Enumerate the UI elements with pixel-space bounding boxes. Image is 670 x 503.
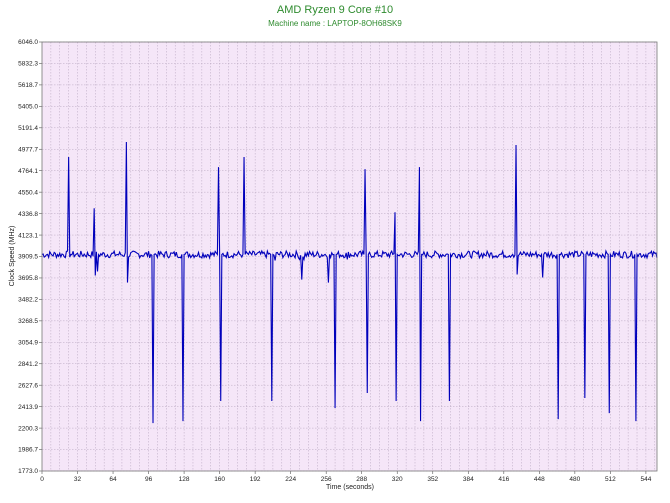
y-tick-label: 2627.6: [18, 382, 38, 389]
x-tick-label: 288: [356, 476, 367, 483]
x-tick-label: 352: [427, 476, 438, 483]
x-tick-label: 448: [534, 476, 545, 483]
y-tick-label: 4123.1: [18, 232, 38, 239]
y-tick-label: 5618.7: [18, 82, 38, 89]
y-tick-label: 3482.2: [18, 297, 38, 304]
x-tick-label: 256: [321, 476, 332, 483]
x-tick-label: 384: [463, 476, 474, 483]
y-tick-label: 5405.0: [18, 104, 38, 111]
y-tick-label: 4977.7: [18, 146, 38, 153]
y-tick-label: 2413.9: [18, 404, 38, 411]
y-tick-label: 2200.3: [18, 425, 38, 432]
y-tick-label: 3695.8: [18, 275, 38, 282]
x-tick-label: 320: [392, 476, 403, 483]
y-tick-label: 4550.4: [18, 189, 38, 196]
x-tick-label: 96: [145, 476, 153, 483]
x-tick-label: 0: [40, 476, 44, 483]
y-tick-label: 1986.7: [18, 447, 38, 454]
y-tick-label: 2841.2: [18, 361, 38, 368]
x-tick-label: 480: [569, 476, 580, 483]
y-tick-label: 4764.1: [18, 168, 38, 175]
grid: [42, 41, 657, 472]
y-tick-label: 4336.8: [18, 211, 38, 218]
x-tick-label: 160: [214, 476, 225, 483]
y-axis: 1773.0 1986.7 2200.3 2413.9 2627.6 2841.2 3054…: [18, 39, 42, 475]
x-tick-label: 32: [74, 476, 82, 483]
y-axis-title: Clock Speed (MHz): [9, 226, 16, 287]
series-line: [41, 141, 658, 424]
chart-subtitle: Machine name : LAPTOP-8OH68SK9: [268, 19, 402, 28]
y-tick-label: 1773.0: [18, 468, 38, 475]
y-tick-label: 3268.5: [18, 318, 38, 325]
x-tick-label: 544: [640, 476, 651, 483]
x-tick-label: 128: [179, 476, 190, 483]
y-tick-label: 5832.3: [18, 61, 38, 68]
y-tick-label: 5191.4: [18, 125, 38, 132]
x-tick-label: 192: [250, 476, 261, 483]
x-tick-label: 64: [109, 476, 117, 483]
x-tick-label: 416: [498, 476, 509, 483]
plot-border: [41, 41, 658, 472]
y-tick-label: 6046.0: [18, 39, 38, 46]
chart-title: AMD Ryzen 9 Core #10: [276, 4, 394, 16]
y-tick-label: 3054.9: [18, 340, 38, 347]
x-tick-label: 224: [285, 476, 296, 483]
x-axis: 0 32 64 96 128 160 192 224 256 288 320 352 384 416 448…: [40, 471, 652, 483]
x-tick-label: 512: [605, 476, 616, 483]
x-axis-title: Time (seconds): [326, 484, 374, 491]
y-tick-label: 3909.5: [18, 254, 38, 261]
